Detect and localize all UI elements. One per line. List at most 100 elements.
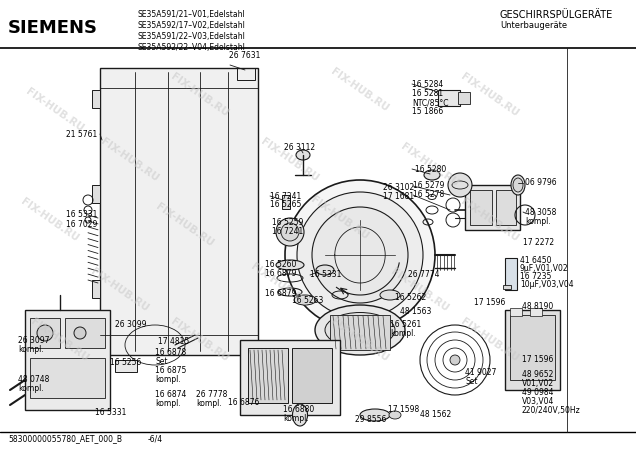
Text: 06 9796: 06 9796 bbox=[525, 178, 556, 187]
Text: SE35A592/17–V02,Edelstahl: SE35A592/17–V02,Edelstahl bbox=[138, 21, 246, 30]
Text: V03,V04: V03,V04 bbox=[522, 397, 555, 406]
Ellipse shape bbox=[276, 260, 304, 270]
Circle shape bbox=[450, 355, 460, 365]
Text: 16 7241: 16 7241 bbox=[270, 192, 301, 201]
Circle shape bbox=[285, 180, 435, 330]
Text: kompl.: kompl. bbox=[196, 399, 222, 408]
Bar bbox=[248, 348, 288, 403]
Text: 17 4815: 17 4815 bbox=[158, 337, 190, 346]
Text: FIX-HUB.RU: FIX-HUB.RU bbox=[29, 316, 91, 364]
Text: 16 5331: 16 5331 bbox=[95, 408, 127, 417]
Text: 48 1563: 48 1563 bbox=[400, 307, 431, 316]
Text: 16 7241: 16 7241 bbox=[272, 227, 303, 236]
Bar bbox=[282, 195, 290, 209]
Text: 41 9027: 41 9027 bbox=[465, 368, 496, 377]
Bar bbox=[330, 315, 390, 350]
Ellipse shape bbox=[294, 295, 316, 305]
Text: 16 6879: 16 6879 bbox=[265, 289, 296, 298]
Text: FIX-HUB.RU: FIX-HUB.RU bbox=[169, 316, 231, 364]
Bar bbox=[438, 90, 460, 106]
Text: 48 1562: 48 1562 bbox=[420, 410, 452, 419]
Text: Set: Set bbox=[155, 357, 167, 366]
Bar bbox=[458, 92, 470, 104]
Text: 41 6450: 41 6450 bbox=[520, 256, 551, 265]
Text: FIX-HUB.RU: FIX-HUB.RU bbox=[309, 194, 371, 242]
Text: 16 7235: 16 7235 bbox=[520, 272, 551, 281]
Bar bbox=[92, 185, 100, 203]
Text: 17 1596: 17 1596 bbox=[474, 298, 506, 307]
Text: kompl.: kompl. bbox=[390, 329, 416, 338]
Text: Unterbaugeräte: Unterbaugeräte bbox=[500, 21, 567, 30]
Text: kompl.: kompl. bbox=[155, 399, 181, 408]
Text: FIX-HUB.RU: FIX-HUB.RU bbox=[329, 66, 391, 114]
Bar bbox=[30, 318, 60, 348]
Circle shape bbox=[37, 325, 53, 341]
Circle shape bbox=[276, 218, 304, 246]
Circle shape bbox=[312, 207, 408, 303]
Text: 26 7774: 26 7774 bbox=[408, 270, 439, 279]
Text: FIX-HUB.RU: FIX-HUB.RU bbox=[19, 196, 81, 243]
Ellipse shape bbox=[424, 170, 440, 180]
Circle shape bbox=[448, 173, 472, 197]
Ellipse shape bbox=[380, 290, 400, 300]
Ellipse shape bbox=[293, 404, 307, 426]
Text: FIX-HUB.RU: FIX-HUB.RU bbox=[259, 136, 321, 184]
Text: FIX-HUB.RU: FIX-HUB.RU bbox=[399, 141, 460, 189]
Text: 16 5278: 16 5278 bbox=[413, 190, 445, 199]
Text: 16 5265: 16 5265 bbox=[270, 200, 301, 209]
Text: kompl.: kompl. bbox=[18, 345, 44, 354]
Bar bbox=[465, 185, 520, 230]
Text: 16 5331: 16 5331 bbox=[310, 270, 342, 279]
Text: 16 5260: 16 5260 bbox=[265, 260, 296, 269]
Text: FIX-HUB.RU: FIX-HUB.RU bbox=[249, 261, 311, 309]
Text: kompl.: kompl. bbox=[525, 217, 551, 226]
Text: 9µF,V01,V02: 9µF,V01,V02 bbox=[520, 264, 569, 273]
Text: 17 1596: 17 1596 bbox=[522, 355, 553, 364]
Bar bbox=[503, 285, 511, 289]
Ellipse shape bbox=[360, 409, 390, 421]
Bar bbox=[237, 68, 255, 80]
Text: 16 6880: 16 6880 bbox=[283, 405, 314, 414]
Text: 48 8190: 48 8190 bbox=[522, 302, 553, 311]
Text: 17 1681: 17 1681 bbox=[383, 192, 414, 201]
Text: FIX-HUB.RU: FIX-HUB.RU bbox=[459, 72, 521, 119]
Text: 10µF,V03,V04: 10µF,V03,V04 bbox=[520, 280, 574, 289]
Bar bbox=[92, 280, 100, 298]
Text: SIEMENS: SIEMENS bbox=[8, 19, 98, 37]
Circle shape bbox=[297, 192, 423, 318]
Bar bbox=[292, 348, 332, 403]
Text: 26 3099: 26 3099 bbox=[115, 320, 146, 329]
Text: 48 9652: 48 9652 bbox=[522, 370, 553, 379]
Ellipse shape bbox=[511, 175, 525, 195]
Text: 58300000055780_AET_000_B: 58300000055780_AET_000_B bbox=[8, 434, 122, 443]
Text: 48 0748: 48 0748 bbox=[18, 375, 50, 384]
Text: 17 2272: 17 2272 bbox=[523, 238, 554, 247]
Text: SE35A592/22–V04,Edelstahl: SE35A592/22–V04,Edelstahl bbox=[138, 43, 246, 52]
Bar bbox=[496, 190, 516, 225]
Text: 16 6876: 16 6876 bbox=[228, 398, 259, 407]
Text: FIX-HUB.RU: FIX-HUB.RU bbox=[389, 266, 451, 314]
Ellipse shape bbox=[513, 178, 523, 192]
Text: GESCHIRRSPÜLGERÄTE: GESCHIRRSPÜLGERÄTE bbox=[500, 10, 613, 20]
Text: 16 6879: 16 6879 bbox=[265, 269, 296, 278]
Text: kompl.: kompl. bbox=[155, 375, 181, 384]
Text: 16 5331: 16 5331 bbox=[66, 210, 97, 219]
Text: SE35A591/21–V01,Edelstahl: SE35A591/21–V01,Edelstahl bbox=[138, 10, 245, 19]
Text: 49 0984: 49 0984 bbox=[522, 388, 553, 397]
Text: 48 3058: 48 3058 bbox=[525, 208, 556, 217]
Text: 16 5259: 16 5259 bbox=[272, 218, 303, 227]
Bar bbox=[530, 308, 542, 316]
Circle shape bbox=[74, 327, 86, 339]
Ellipse shape bbox=[315, 305, 405, 355]
Text: 16 6874: 16 6874 bbox=[155, 390, 186, 399]
Text: 220/240V,50Hz: 220/240V,50Hz bbox=[522, 406, 581, 415]
Ellipse shape bbox=[316, 265, 334, 275]
Text: 16 5281: 16 5281 bbox=[412, 89, 443, 98]
Text: -6/4: -6/4 bbox=[148, 434, 163, 443]
Circle shape bbox=[281, 223, 299, 241]
Bar bbox=[115, 360, 137, 372]
Text: FIX-HUB.RU: FIX-HUB.RU bbox=[99, 136, 161, 184]
Text: FIX-HUB.RU: FIX-HUB.RU bbox=[459, 316, 521, 364]
Text: 17 1598: 17 1598 bbox=[388, 405, 419, 414]
Text: FIX-HUB.RU: FIX-HUB.RU bbox=[169, 72, 231, 119]
